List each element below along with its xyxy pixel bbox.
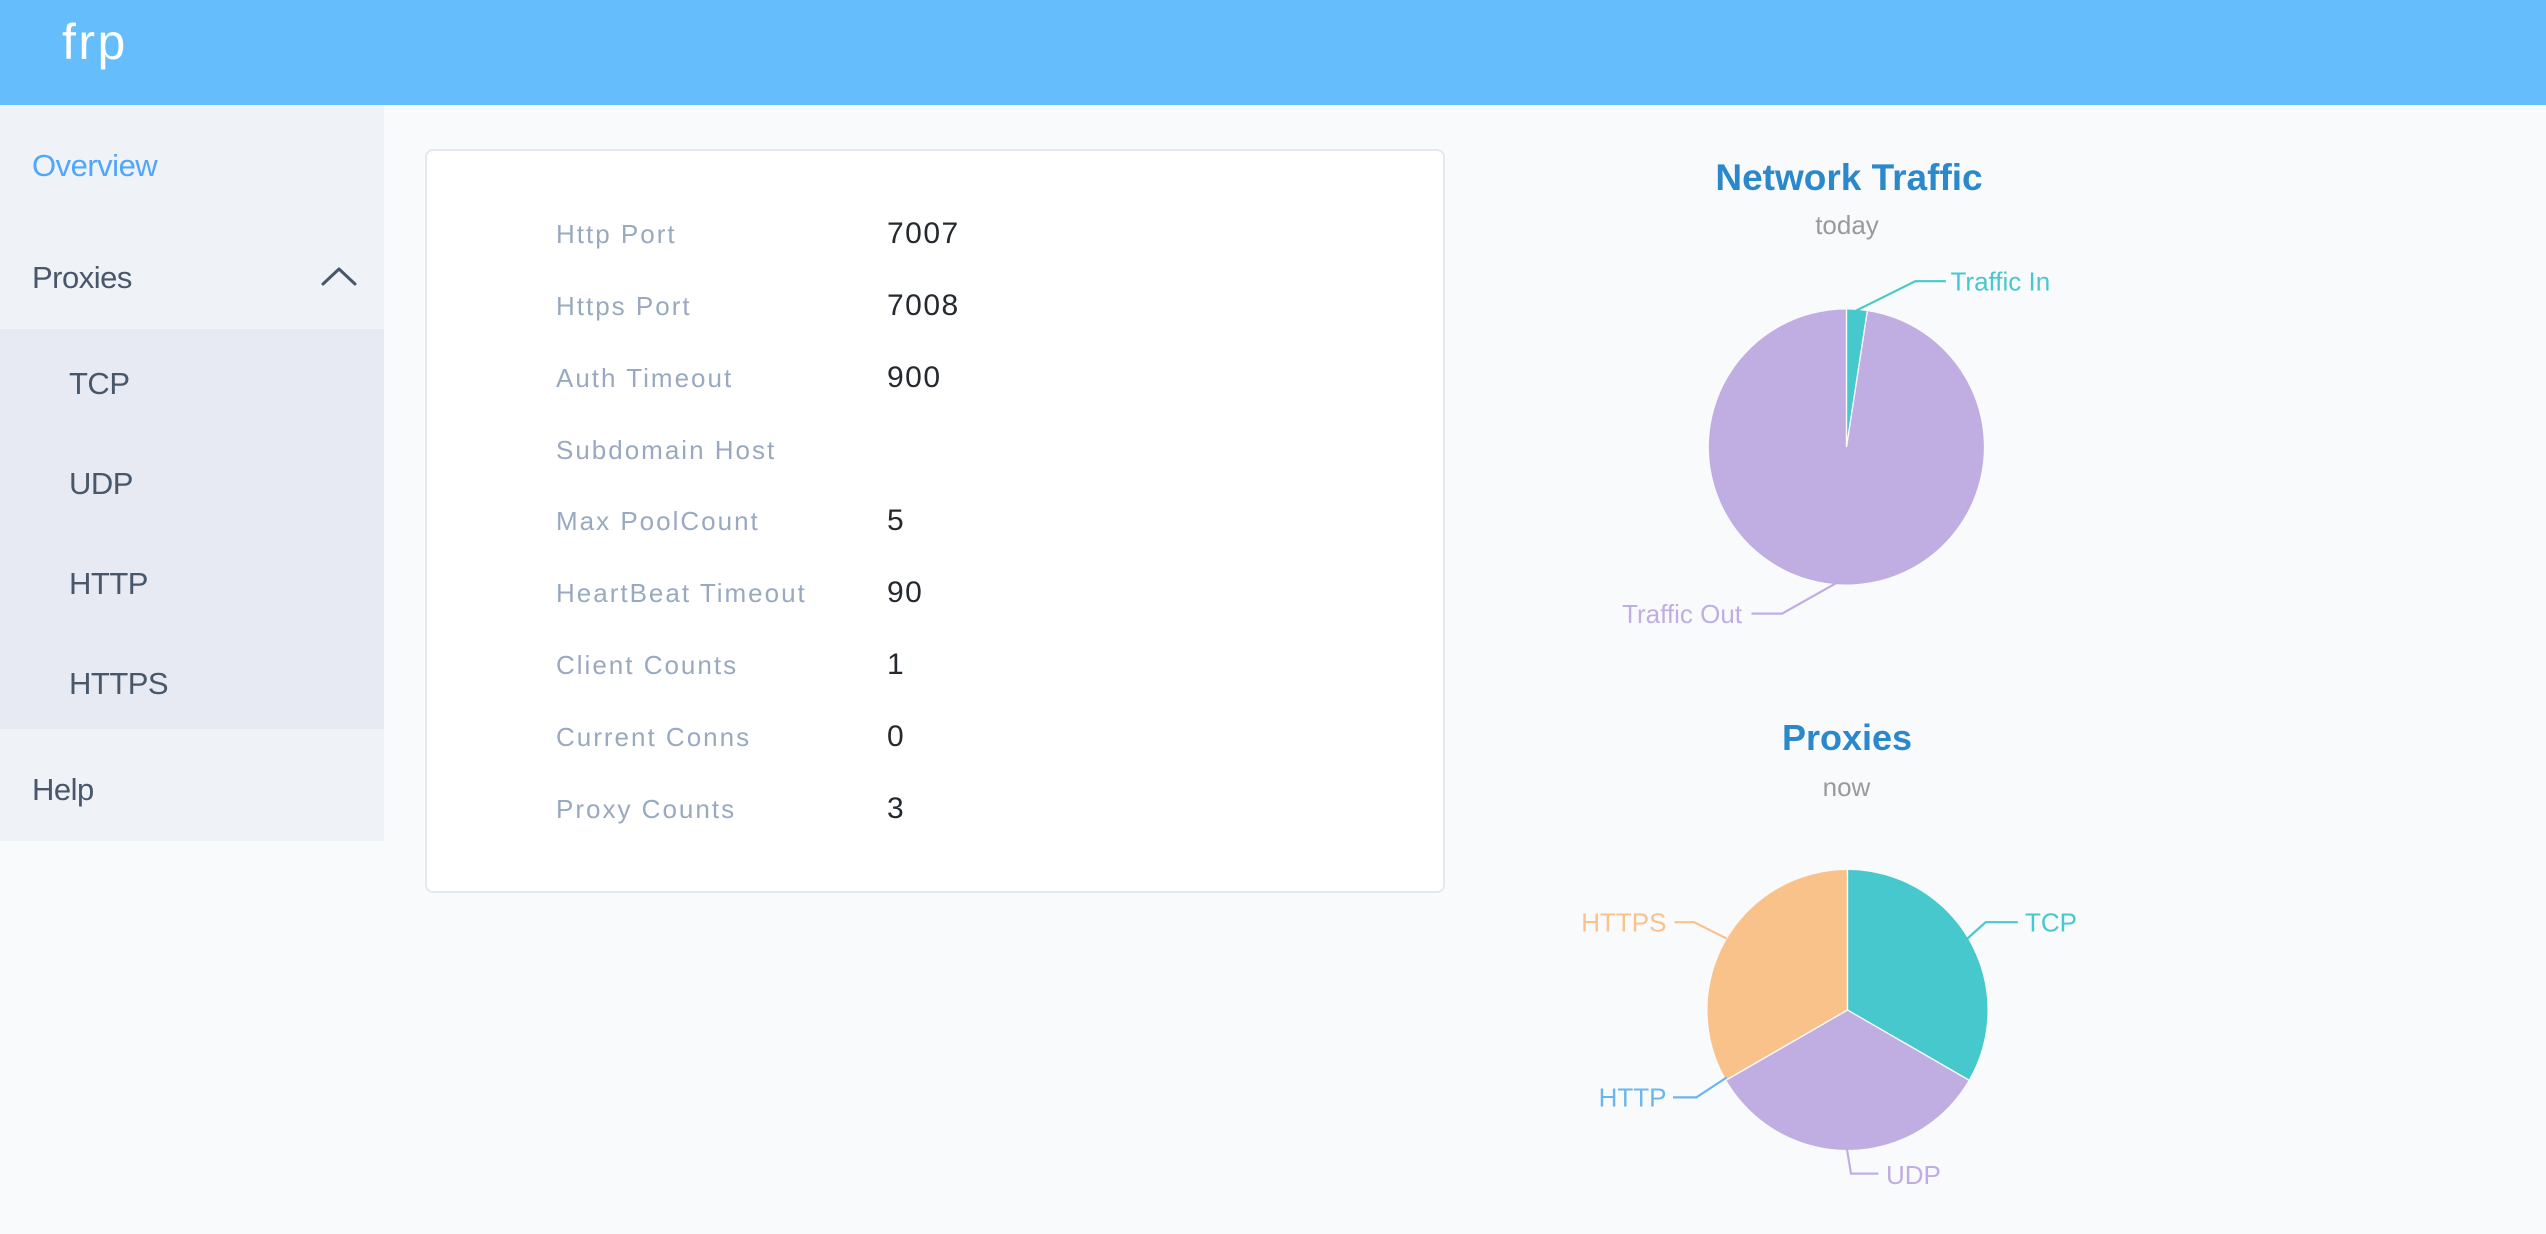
svg-text:TCP: TCP: [2025, 908, 2077, 938]
svg-text:Proxies: Proxies: [1782, 717, 1912, 758]
svg-text:Traffic Out: Traffic Out: [1622, 599, 1743, 629]
svg-text:Traffic In: Traffic In: [1951, 267, 2051, 297]
svg-text:now: now: [1823, 772, 1871, 802]
svg-text:Network Traffic: Network Traffic: [1715, 157, 1982, 198]
svg-text:today: today: [1815, 210, 1879, 240]
svg-text:HTTP: HTTP: [1599, 1083, 1667, 1113]
svg-text:HTTPS: HTTPS: [1581, 908, 1666, 938]
svg-text:UDP: UDP: [1886, 1160, 1941, 1190]
